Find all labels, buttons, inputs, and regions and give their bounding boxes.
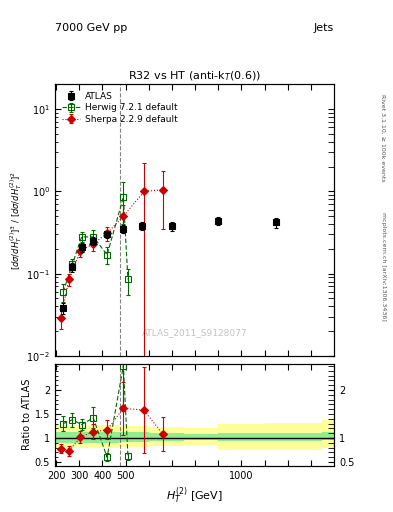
Text: Jets: Jets <box>314 23 334 33</box>
Y-axis label: Ratio to ATLAS: Ratio to ATLAS <box>22 379 32 451</box>
Title: R32 vs HT (anti-k$_T$(0.6)): R32 vs HT (anti-k$_T$(0.6)) <box>128 69 261 83</box>
Text: Rivet 3.1.10, ≥ 100k events: Rivet 3.1.10, ≥ 100k events <box>381 94 386 182</box>
Legend: ATLAS, Herwig 7.2.1 default, Sherpa 2.2.9 default: ATLAS, Herwig 7.2.1 default, Sherpa 2.2.… <box>59 89 180 127</box>
X-axis label: $H_{T}^{(2)}$ [GeV]: $H_{T}^{(2)}$ [GeV] <box>166 485 223 506</box>
Text: 7000 GeV pp: 7000 GeV pp <box>55 23 127 33</box>
Text: mcplots.cern.ch [arXiv:1306.3436]: mcplots.cern.ch [arXiv:1306.3436] <box>381 212 386 321</box>
Text: ATLAS_2011_S9128077: ATLAS_2011_S9128077 <box>142 328 247 337</box>
Y-axis label: $[d\sigma/dH_{T}^{(2)}]^{3}$ / $[d\sigma/dH_{T}^{(2)}]^{2}$: $[d\sigma/dH_{T}^{(2)}]^{3}$ / $[d\sigma… <box>8 170 24 270</box>
